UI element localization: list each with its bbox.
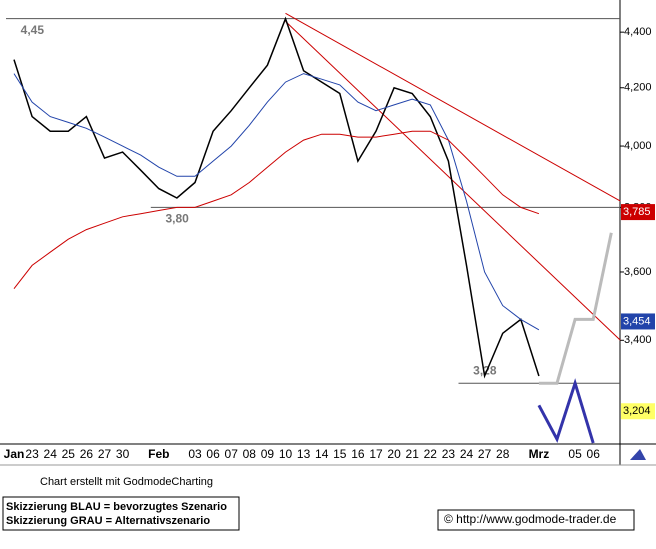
x-tick-label: 30: [116, 447, 130, 461]
x-tick-label: 03: [188, 447, 202, 461]
x-tick-label: 16: [351, 447, 365, 461]
x-tick-label: 23: [442, 447, 456, 461]
x-tick-label: 26: [80, 447, 94, 461]
y-tick-label: 3,600: [624, 266, 652, 278]
series-line: [13, 73, 540, 331]
series-line: [537, 378, 595, 444]
x-tick-label: 07: [225, 447, 239, 461]
x-tick-label: Feb: [148, 447, 169, 461]
x-tick-label: 22: [424, 447, 438, 461]
notes-box: [2, 496, 240, 531]
x-tick-label: 13: [297, 447, 311, 461]
x-tick-label: 23: [25, 447, 39, 461]
x-tick-label: 15: [333, 447, 347, 461]
series-line: [13, 130, 540, 290]
price-tag-label: 3,785: [623, 206, 651, 218]
price-tag: [621, 403, 655, 420]
x-tick-label: 27: [98, 447, 112, 461]
trend-line: [285, 12, 621, 202]
x-tick-label: 10: [279, 447, 293, 461]
x-tick-label: 24: [44, 447, 58, 461]
x-tick-label: Jan: [4, 447, 25, 461]
x-tick-label: 17: [369, 447, 383, 461]
level-label: 3,80: [165, 212, 189, 226]
level-label: 4,45: [21, 23, 45, 37]
credit: Chart erstellt mit GodmodeCharting: [40, 476, 213, 488]
trend-line: [285, 20, 621, 341]
y-tick-label: 4,200: [624, 82, 652, 94]
x-tick-label: 25: [62, 447, 76, 461]
x-tick-label: 06: [206, 447, 220, 461]
x-tick-label: Mrz: [529, 447, 550, 461]
x-tick-label: 20: [387, 447, 401, 461]
x-tick-label: 08: [243, 447, 257, 461]
x-tick-label: 09: [261, 447, 275, 461]
y-tick-label: 4,400: [624, 26, 652, 38]
price-tag: [621, 313, 655, 330]
series-line: [13, 16, 540, 379]
x-tick-label: 24: [460, 447, 474, 461]
x-tick-label: 06: [587, 447, 601, 461]
y-tick-label: 4,000: [624, 140, 652, 152]
x-tick-label: 28: [496, 447, 510, 461]
scroll-icon: [630, 449, 646, 460]
y-tick-label: 3,400: [624, 334, 652, 346]
note: Skizzierung BLAU = bevorzugtes Szenario: [6, 501, 227, 513]
level-label: 3,28: [473, 363, 497, 377]
source-box: [437, 509, 635, 531]
x-tick-label: 05: [568, 447, 582, 461]
source: © http://www.godmode-trader.de: [444, 512, 617, 526]
price-tag: [621, 204, 655, 221]
x-tick-label: 14: [315, 447, 329, 461]
note: Skizzierung GRAU = Alternativszenario: [6, 515, 210, 527]
x-tick-label: 27: [478, 447, 492, 461]
x-tick-label: 21: [406, 447, 420, 461]
price-tag-label: 3,204: [623, 405, 651, 417]
series-line: [538, 232, 613, 385]
price-tag-label: 3,454: [623, 315, 651, 327]
